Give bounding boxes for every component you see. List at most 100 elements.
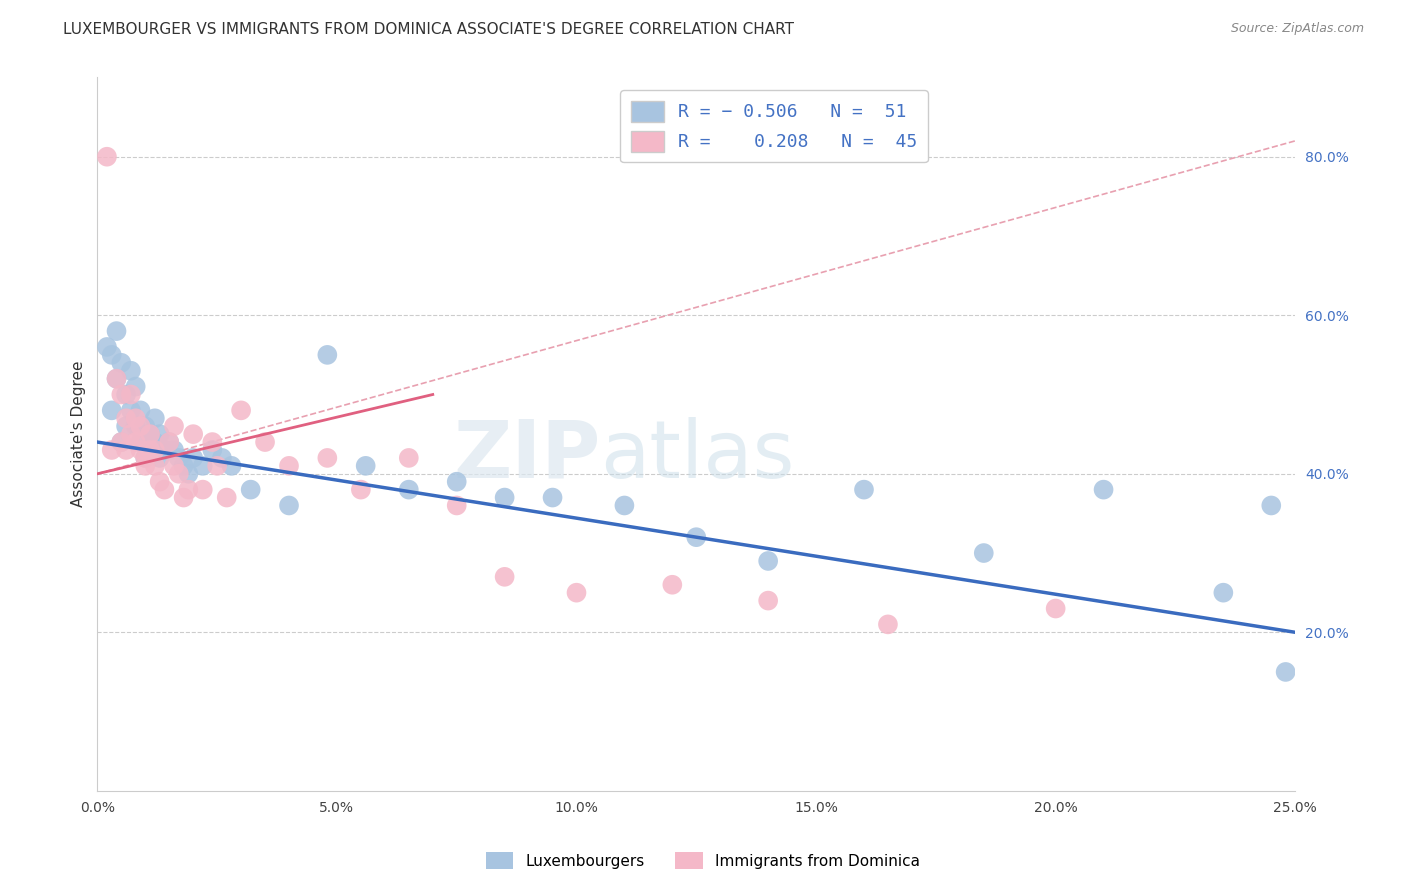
Point [105, 324, 128, 338]
Point [163, 419, 186, 434]
Point [756, 593, 779, 607]
Point [134, 450, 156, 465]
Point [120, 387, 142, 401]
Point [221, 458, 243, 473]
Text: atlas: atlas [600, 417, 794, 494]
Point [1274, 665, 1296, 679]
Point [215, 491, 238, 505]
Point [134, 450, 156, 465]
Point [139, 442, 162, 457]
Legend: R = − 0.506   N =  51, R =    0.208   N =  45: R = − 0.506 N = 51, R = 0.208 N = 45 [620, 90, 928, 162]
Point [398, 450, 420, 465]
Point [125, 379, 148, 393]
Point [201, 435, 224, 450]
Point [181, 427, 204, 442]
Point [157, 435, 180, 450]
Point [120, 403, 142, 417]
Point [110, 356, 132, 370]
Point [661, 578, 683, 592]
Point [134, 419, 156, 434]
Point [129, 435, 152, 450]
Point [398, 483, 420, 497]
Point [149, 475, 172, 489]
Point [125, 435, 148, 450]
Point [494, 570, 516, 584]
Point [973, 546, 995, 560]
Point [129, 419, 152, 434]
Point [173, 491, 195, 505]
Point [1212, 585, 1234, 599]
Point [100, 403, 122, 417]
Text: Source: ZipAtlas.com: Source: ZipAtlas.com [1230, 22, 1364, 36]
Point [120, 364, 142, 378]
Point [177, 483, 200, 497]
Point [100, 442, 122, 457]
Point [105, 371, 128, 385]
Point [143, 435, 166, 450]
Point [163, 458, 186, 473]
Point [1092, 483, 1115, 497]
Point [125, 411, 148, 425]
Point [211, 450, 233, 465]
Point [96, 340, 118, 354]
Point [134, 458, 156, 473]
Point [354, 458, 377, 473]
Point [613, 499, 636, 513]
Point [115, 411, 138, 425]
Point [316, 450, 339, 465]
Point [149, 427, 172, 442]
Point [125, 419, 148, 434]
Point [229, 403, 252, 417]
Point [129, 403, 152, 417]
Point [167, 467, 190, 481]
Point [1045, 601, 1067, 615]
Point [853, 483, 876, 497]
Point [110, 435, 132, 450]
Point [541, 491, 564, 505]
Point [115, 387, 138, 401]
Text: LUXEMBOURGER VS IMMIGRANTS FROM DOMINICA ASSOCIATE'S DEGREE CORRELATION CHART: LUXEMBOURGER VS IMMIGRANTS FROM DOMINICA… [63, 22, 794, 37]
Point [756, 554, 779, 568]
Point [143, 442, 166, 457]
Point [149, 450, 172, 465]
Point [205, 458, 228, 473]
Point [201, 442, 224, 457]
Point [446, 499, 468, 513]
Point [139, 427, 162, 442]
Point [110, 387, 132, 401]
Point [153, 442, 176, 457]
Point [115, 442, 138, 457]
Point [494, 491, 516, 505]
Point [565, 585, 588, 599]
Point [254, 435, 277, 450]
Point [191, 483, 214, 497]
Point [177, 467, 200, 481]
Point [143, 411, 166, 425]
Point [157, 435, 180, 450]
Point [139, 442, 162, 457]
Point [350, 483, 373, 497]
Point [316, 348, 339, 362]
Point [167, 450, 190, 465]
Point [446, 475, 468, 489]
Point [96, 150, 118, 164]
Point [1260, 499, 1282, 513]
Y-axis label: Associate's Degree: Associate's Degree [72, 361, 86, 508]
Point [173, 458, 195, 473]
Point [139, 427, 162, 442]
Point [153, 483, 176, 497]
Point [685, 530, 707, 544]
Text: ZIP: ZIP [453, 417, 600, 494]
Point [239, 483, 262, 497]
Point [278, 499, 301, 513]
Point [163, 442, 186, 457]
Point [100, 348, 122, 362]
Point [110, 435, 132, 450]
Legend: Luxembourgers, Immigrants from Dominica: Luxembourgers, Immigrants from Dominica [479, 846, 927, 875]
Point [129, 442, 152, 457]
Point [115, 419, 138, 434]
Point [191, 458, 214, 473]
Point [105, 371, 128, 385]
Point [120, 427, 142, 442]
Point [278, 458, 301, 473]
